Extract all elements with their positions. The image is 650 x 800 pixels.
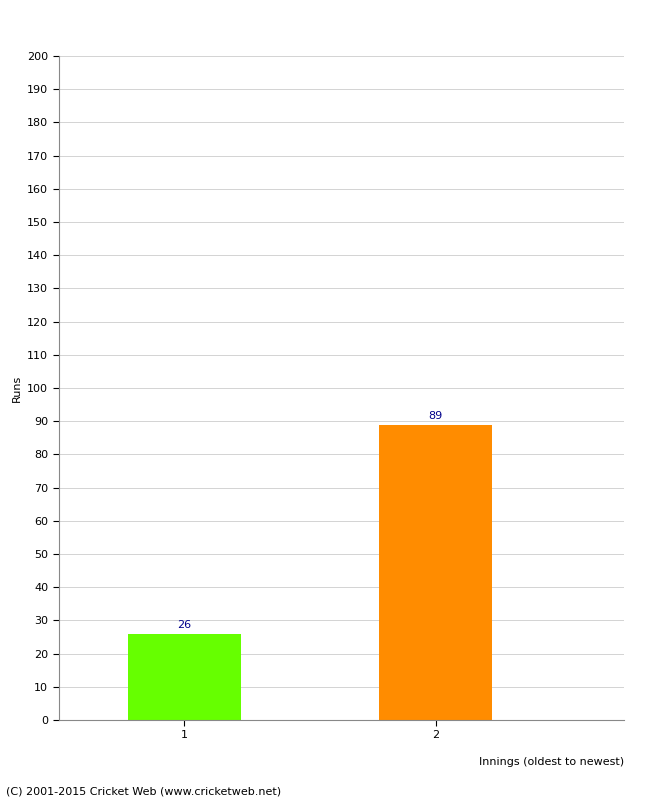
Text: (C) 2001-2015 Cricket Web (www.cricketweb.net): (C) 2001-2015 Cricket Web (www.cricketwe… xyxy=(6,786,281,796)
Text: 26: 26 xyxy=(177,620,191,630)
Text: 89: 89 xyxy=(428,411,443,421)
Y-axis label: Runs: Runs xyxy=(12,374,21,402)
Text: Innings (oldest to newest): Innings (oldest to newest) xyxy=(479,757,624,766)
Bar xyxy=(127,634,240,720)
Bar xyxy=(379,425,492,720)
